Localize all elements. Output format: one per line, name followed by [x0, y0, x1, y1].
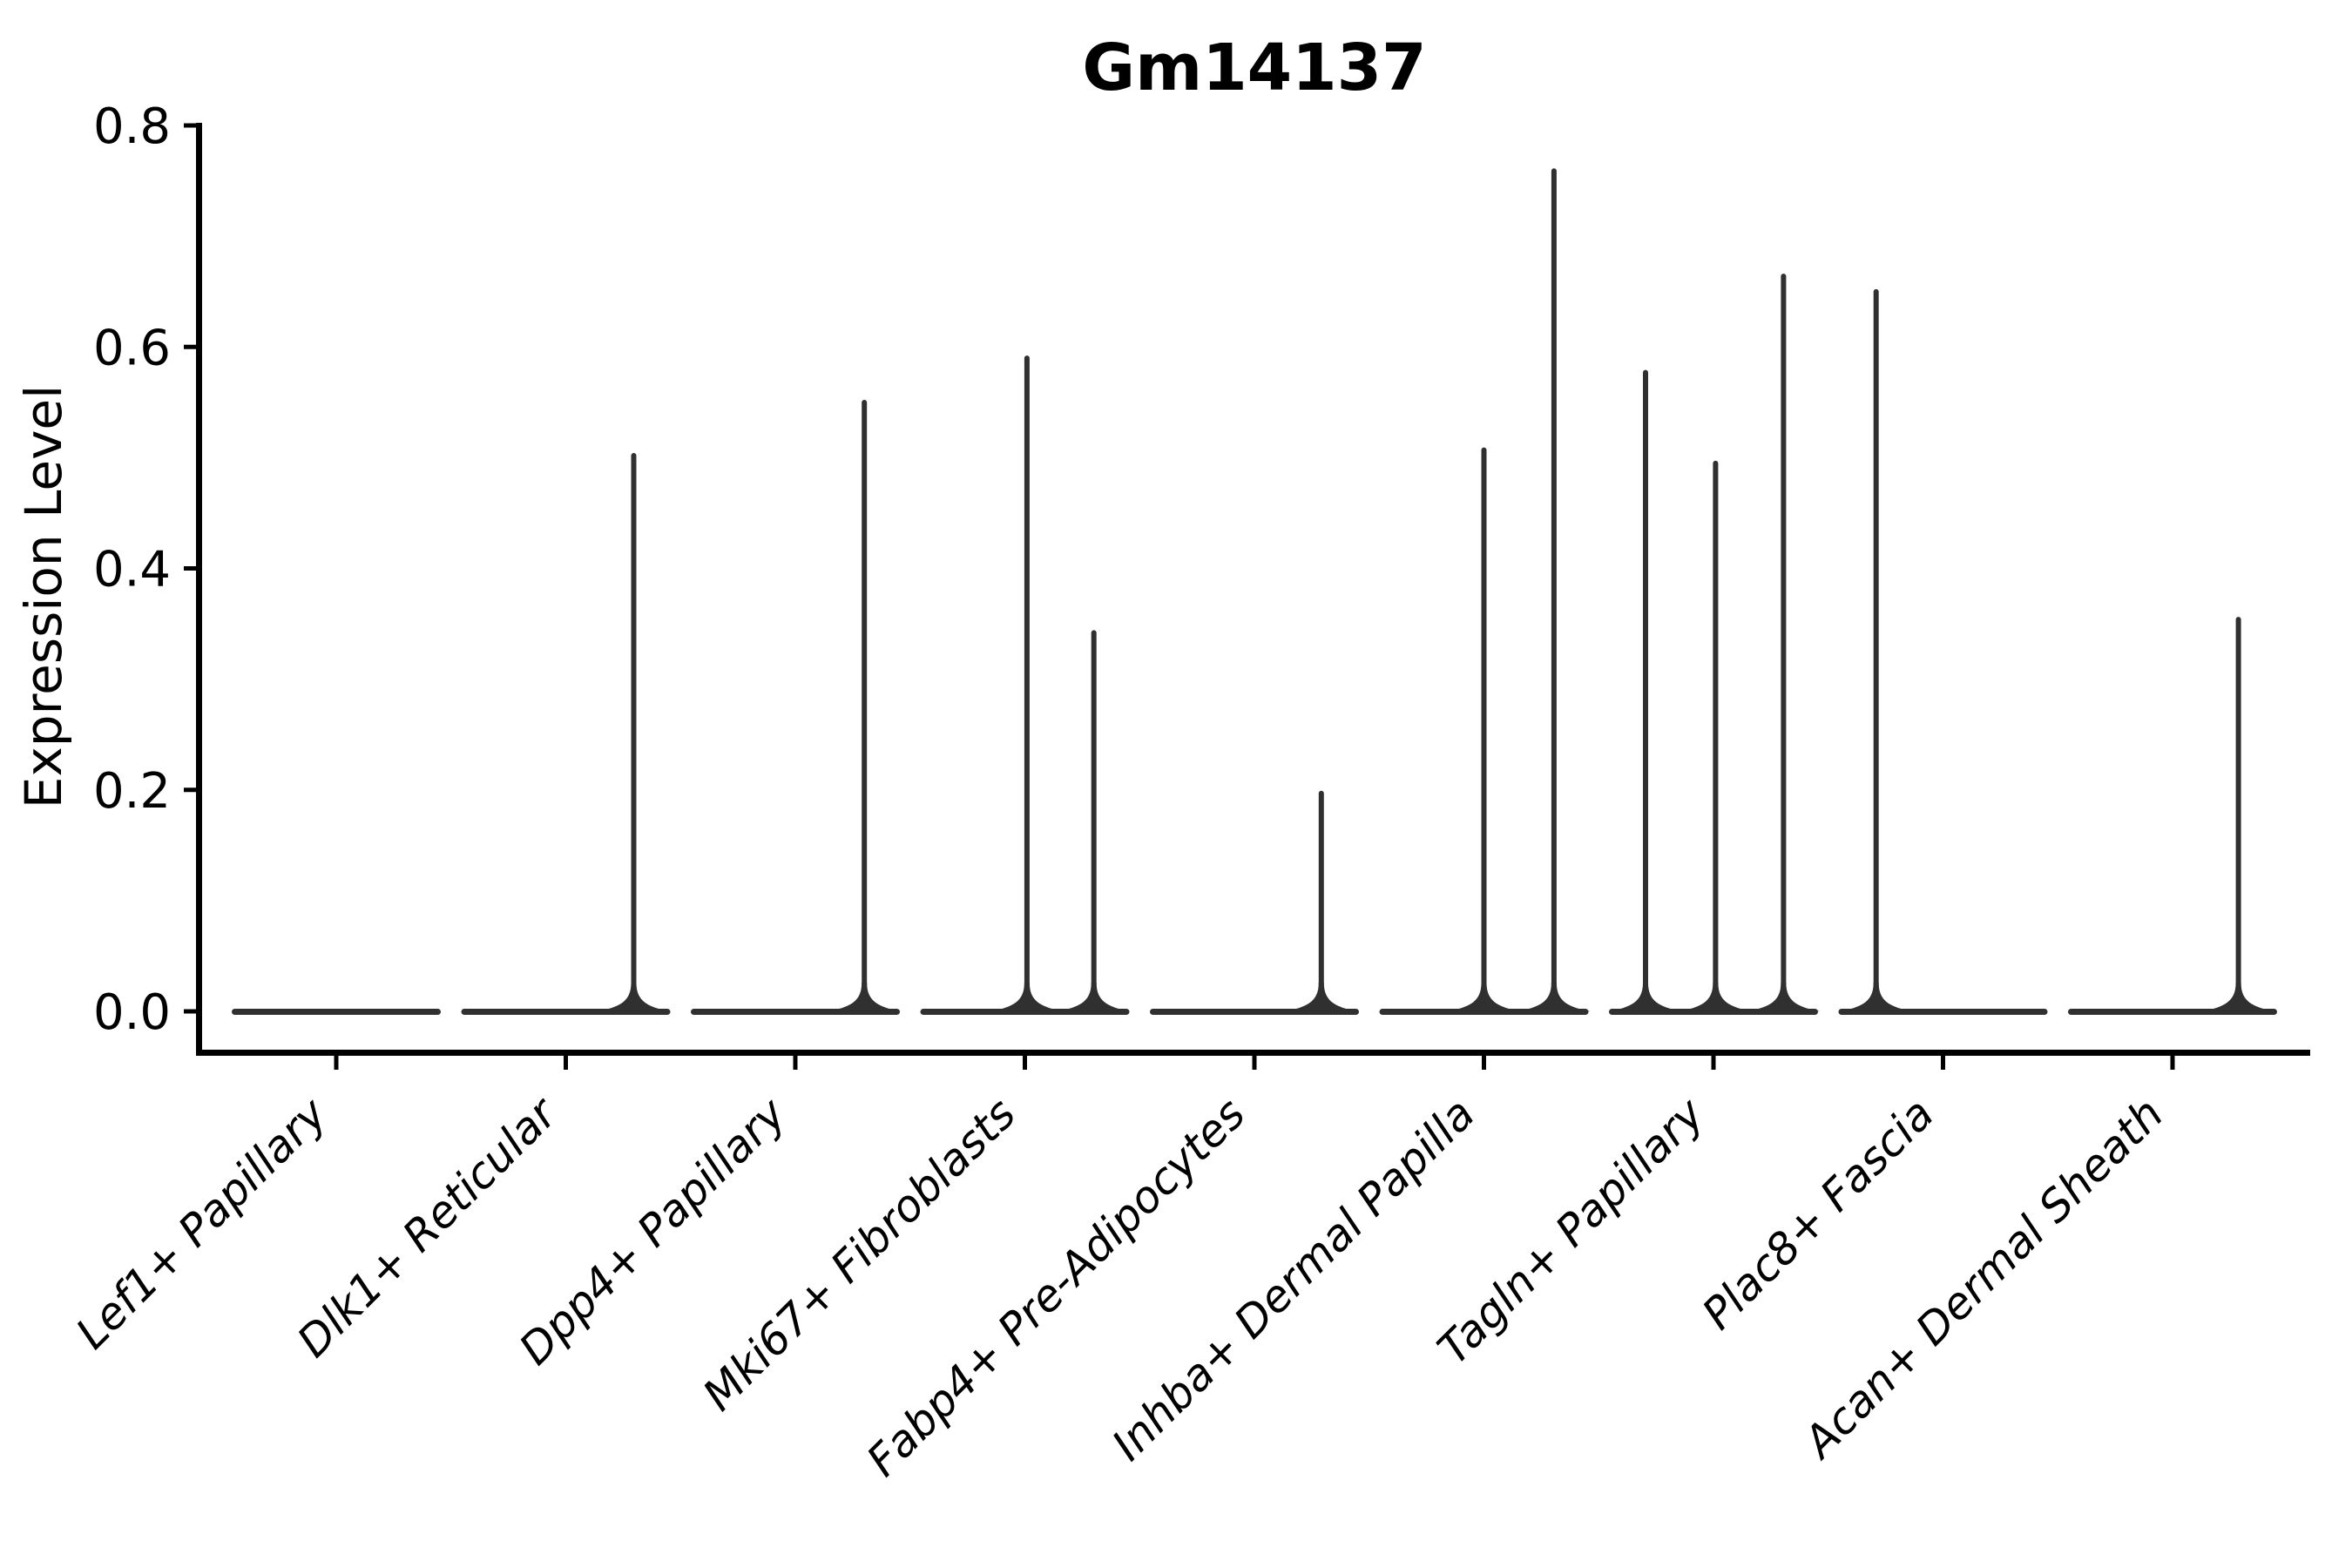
axes-spines	[196, 123, 2310, 1056]
violin	[2068, 617, 2277, 1015]
y-tick-label: 0.6	[93, 320, 171, 376]
violin	[1379, 168, 1591, 1015]
violin	[461, 453, 671, 1015]
x-tick-label: Inhba+ Dermal Papilla	[1103, 1088, 1484, 1470]
y-axis-label: Expression Level	[14, 385, 73, 808]
y-tick-label: 0.2	[93, 763, 171, 820]
y-tick-label: 0.0	[93, 984, 171, 1041]
x-tick-label: Fabp4+ Pre-Adipocytes	[857, 1088, 1255, 1486]
violin	[232, 1009, 441, 1015]
violin-baseline	[232, 1009, 441, 1015]
y-tick-label: 0.8	[93, 98, 171, 155]
violin	[1150, 790, 1359, 1015]
violin	[920, 355, 1131, 1015]
y-axis-ticks: 0.0 0.2 0.4 0.6 0.8	[93, 98, 196, 1041]
violin	[691, 399, 902, 1015]
chart-title: Gm14137	[1082, 30, 1426, 105]
violin	[1838, 288, 2048, 1015]
violins	[232, 168, 2277, 1015]
violin	[1609, 274, 1821, 1015]
y-tick-label: 0.4	[93, 542, 171, 598]
x-tick-label: Lef1+ Papillary	[66, 1087, 337, 1358]
x-tick-label: Plac8+ Fascia	[1693, 1088, 1943, 1339]
